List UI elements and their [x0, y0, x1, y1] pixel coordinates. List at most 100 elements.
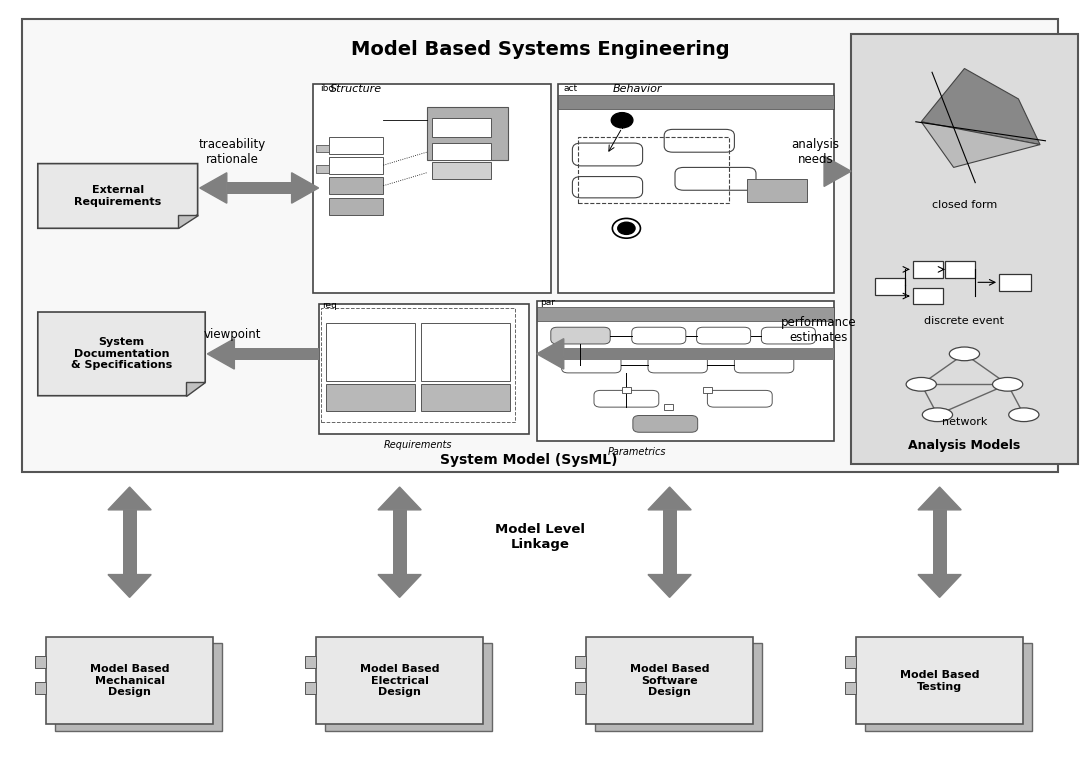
Text: analysis
needs: analysis needs — [792, 139, 839, 166]
FancyBboxPatch shape — [324, 643, 492, 731]
Text: viewpoint: viewpoint — [203, 328, 261, 342]
FancyBboxPatch shape — [734, 356, 794, 373]
FancyBboxPatch shape — [594, 390, 659, 407]
Text: Structure: Structure — [330, 84, 382, 94]
Text: traceability
rationale: traceability rationale — [199, 139, 266, 166]
FancyBboxPatch shape — [316, 165, 329, 173]
FancyBboxPatch shape — [761, 327, 815, 344]
Ellipse shape — [922, 408, 953, 422]
Polygon shape — [38, 312, 205, 396]
FancyBboxPatch shape — [432, 143, 491, 160]
Polygon shape — [178, 215, 198, 228]
Text: Requirements: Requirements — [383, 440, 453, 450]
FancyBboxPatch shape — [313, 84, 551, 293]
FancyBboxPatch shape — [432, 162, 491, 179]
Text: Model Based
Mechanical
Design: Model Based Mechanical Design — [90, 664, 170, 697]
Polygon shape — [824, 156, 851, 186]
Text: Behavior: Behavior — [612, 84, 662, 94]
Polygon shape — [108, 575, 151, 597]
Polygon shape — [648, 487, 691, 510]
FancyBboxPatch shape — [675, 167, 756, 190]
Text: Analysis Models: Analysis Models — [908, 438, 1021, 452]
Polygon shape — [918, 575, 961, 597]
FancyBboxPatch shape — [913, 288, 943, 304]
Text: Model Based
Electrical
Design: Model Based Electrical Design — [360, 664, 440, 697]
FancyBboxPatch shape — [432, 118, 491, 137]
FancyBboxPatch shape — [648, 356, 707, 373]
FancyBboxPatch shape — [35, 683, 45, 694]
FancyBboxPatch shape — [319, 304, 529, 434]
Text: ibd: ibd — [320, 84, 334, 93]
FancyBboxPatch shape — [632, 327, 686, 344]
Polygon shape — [378, 487, 421, 510]
Ellipse shape — [1009, 408, 1039, 422]
Circle shape — [611, 113, 633, 128]
FancyBboxPatch shape — [558, 95, 834, 109]
FancyBboxPatch shape — [329, 137, 383, 154]
FancyBboxPatch shape — [633, 416, 698, 432]
FancyBboxPatch shape — [45, 637, 214, 724]
FancyBboxPatch shape — [999, 274, 1031, 291]
FancyBboxPatch shape — [572, 177, 643, 198]
FancyBboxPatch shape — [22, 19, 1058, 472]
Text: System Model (SysML): System Model (SysML) — [441, 454, 618, 467]
FancyBboxPatch shape — [326, 323, 415, 380]
FancyBboxPatch shape — [564, 348, 834, 360]
FancyBboxPatch shape — [622, 387, 631, 393]
Text: Model Based
Testing: Model Based Testing — [900, 670, 980, 692]
Polygon shape — [921, 68, 1040, 145]
Polygon shape — [292, 173, 319, 203]
FancyBboxPatch shape — [35, 656, 45, 667]
FancyBboxPatch shape — [913, 261, 943, 278]
FancyBboxPatch shape — [664, 404, 673, 410]
FancyBboxPatch shape — [933, 510, 947, 575]
FancyBboxPatch shape — [329, 198, 383, 215]
Text: Model Based Systems Engineering: Model Based Systems Engineering — [351, 40, 729, 59]
FancyBboxPatch shape — [326, 384, 415, 411]
Polygon shape — [207, 339, 234, 369]
FancyBboxPatch shape — [855, 637, 1024, 724]
Polygon shape — [108, 487, 151, 510]
FancyBboxPatch shape — [315, 637, 484, 724]
FancyBboxPatch shape — [572, 143, 643, 166]
FancyBboxPatch shape — [421, 323, 510, 380]
Polygon shape — [921, 122, 1040, 167]
FancyBboxPatch shape — [227, 182, 292, 194]
FancyBboxPatch shape — [537, 301, 834, 441]
FancyBboxPatch shape — [537, 307, 834, 321]
FancyBboxPatch shape — [875, 278, 905, 295]
FancyBboxPatch shape — [585, 637, 754, 724]
FancyBboxPatch shape — [664, 129, 734, 152]
FancyBboxPatch shape — [234, 348, 319, 360]
Text: discrete event: discrete event — [924, 316, 1004, 326]
Text: act: act — [564, 84, 578, 93]
FancyBboxPatch shape — [594, 643, 762, 731]
Polygon shape — [186, 382, 205, 396]
FancyBboxPatch shape — [824, 165, 834, 177]
FancyBboxPatch shape — [329, 157, 383, 174]
FancyBboxPatch shape — [551, 327, 610, 344]
FancyBboxPatch shape — [316, 145, 329, 152]
FancyBboxPatch shape — [576, 683, 585, 694]
Polygon shape — [38, 164, 198, 228]
Text: network: network — [942, 416, 987, 427]
Text: System
Documentation
& Specifications: System Documentation & Specifications — [71, 337, 172, 371]
Polygon shape — [200, 173, 227, 203]
FancyBboxPatch shape — [305, 683, 315, 694]
FancyBboxPatch shape — [747, 179, 807, 202]
Text: par: par — [540, 298, 555, 307]
Text: Model Based
Software
Design: Model Based Software Design — [630, 664, 710, 697]
FancyBboxPatch shape — [864, 643, 1032, 731]
Circle shape — [618, 222, 635, 234]
FancyBboxPatch shape — [427, 107, 508, 160]
Ellipse shape — [993, 377, 1023, 391]
FancyBboxPatch shape — [846, 683, 855, 694]
FancyBboxPatch shape — [945, 261, 975, 278]
FancyBboxPatch shape — [562, 356, 621, 373]
Text: req: req — [322, 301, 337, 310]
Polygon shape — [378, 575, 421, 597]
FancyBboxPatch shape — [122, 510, 136, 575]
FancyBboxPatch shape — [329, 177, 383, 194]
FancyBboxPatch shape — [576, 656, 585, 667]
Polygon shape — [537, 339, 564, 369]
